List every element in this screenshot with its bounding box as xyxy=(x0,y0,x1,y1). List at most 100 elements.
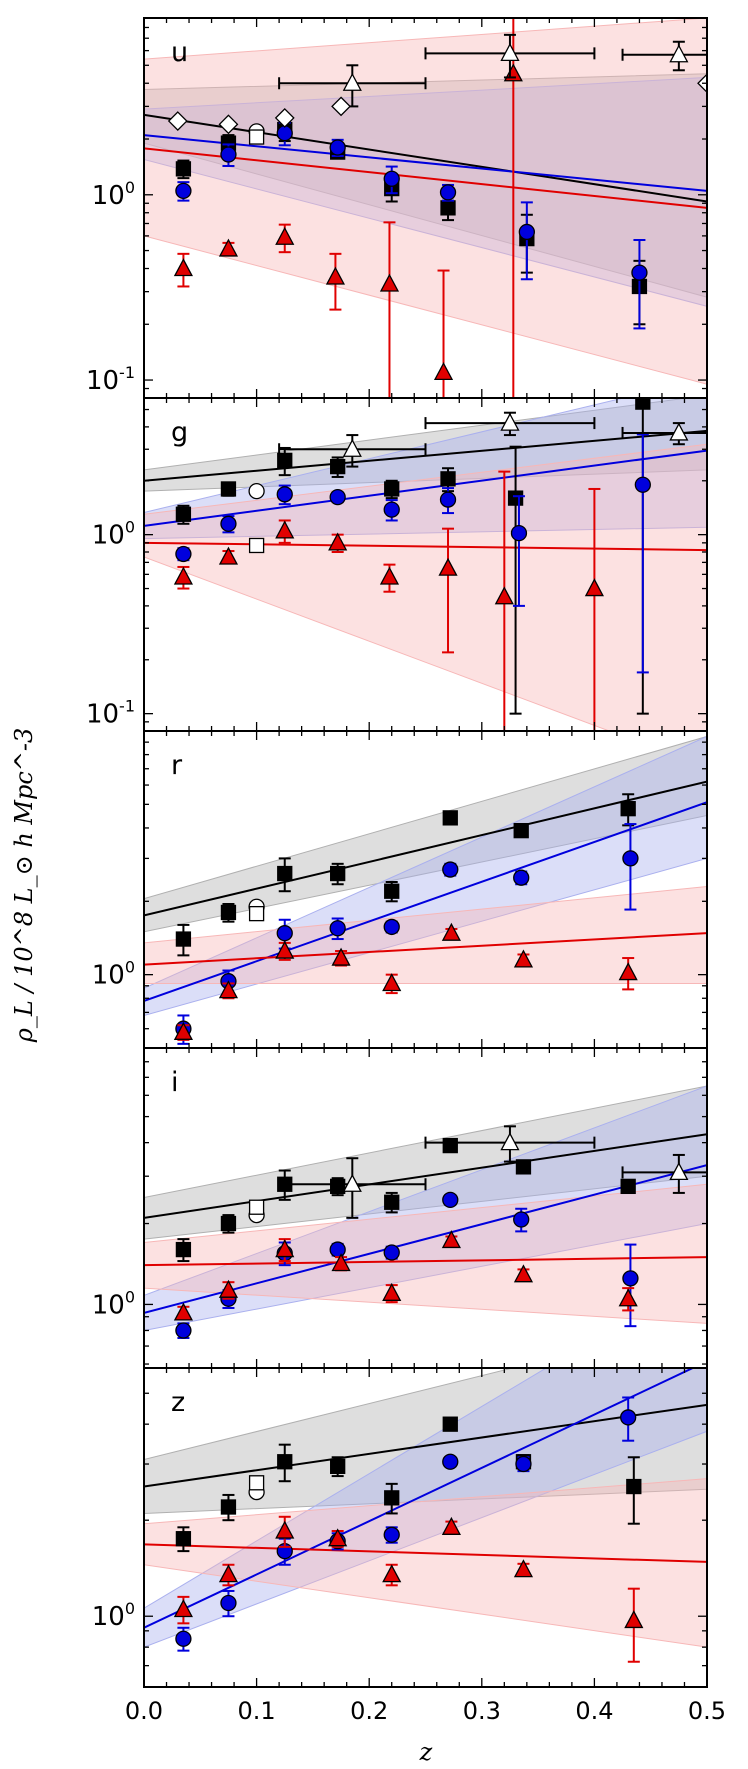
error-bar xyxy=(498,470,511,731)
circle-marker xyxy=(620,1409,637,1426)
square-marker xyxy=(635,398,651,410)
y-tick-label: 10-1 xyxy=(86,697,135,730)
x-tick-label: 0.1 xyxy=(238,1697,276,1725)
square-marker xyxy=(248,1199,265,1215)
panel-letter: i xyxy=(171,1067,179,1098)
plot-area-g xyxy=(144,398,707,731)
square-marker xyxy=(175,931,192,947)
error-bar xyxy=(624,823,637,911)
y-tick-label: 10-1 xyxy=(86,363,135,396)
svg-text:ρ_L / 10^8 L_⊙ h Mpc^-3: ρ_L / 10^8 L_⊙ h Mpc^-3 xyxy=(10,728,38,1044)
fit-line-red xyxy=(144,932,707,966)
triangle-marker xyxy=(669,44,689,63)
circle-marker xyxy=(634,476,651,493)
triangle-marker xyxy=(173,1021,193,1040)
circle-marker xyxy=(383,918,400,936)
triangle-marker xyxy=(218,1279,239,1298)
triangle-marker xyxy=(173,1302,193,1321)
triangle-marker xyxy=(618,962,638,981)
circle-marker xyxy=(383,1244,400,1261)
circle-marker xyxy=(329,139,346,156)
circle-marker xyxy=(631,264,648,281)
circle-marker xyxy=(439,184,457,201)
circle-marker xyxy=(329,920,346,937)
triangle-marker xyxy=(218,980,239,999)
triangle-marker xyxy=(218,238,239,257)
fit-line-blue xyxy=(144,1368,696,1629)
triangle-marker xyxy=(331,1253,351,1272)
circle-marker xyxy=(329,1241,346,1258)
square-marker xyxy=(442,1137,458,1154)
square-marker xyxy=(220,904,237,921)
triangle-marker xyxy=(328,1528,348,1547)
square-marker xyxy=(384,1194,400,1210)
square-marker xyxy=(330,865,346,882)
square-marker xyxy=(626,1478,642,1495)
y-tick-label: 100 xyxy=(92,178,135,211)
triangle-marker xyxy=(173,1599,193,1618)
circle-marker xyxy=(510,524,528,542)
panel-letter: r xyxy=(171,750,183,781)
square-marker xyxy=(175,1531,192,1547)
error-bar xyxy=(442,527,455,654)
square-marker xyxy=(330,1458,346,1475)
triangle-marker xyxy=(500,42,520,62)
triangle-marker xyxy=(328,532,348,551)
square-marker xyxy=(620,1178,636,1195)
circle-marker xyxy=(439,491,457,508)
triangle-marker xyxy=(218,1564,239,1583)
square-marker xyxy=(277,452,293,469)
fit-line-blue xyxy=(144,801,707,1002)
triangle-marker xyxy=(173,566,193,585)
square-marker xyxy=(220,1499,237,1515)
error-bar xyxy=(588,487,601,731)
diamond-marker xyxy=(331,96,351,117)
fit-line-black xyxy=(144,429,707,482)
triangle-marker xyxy=(342,438,362,457)
diamond-marker xyxy=(167,111,188,131)
panel-letter: g xyxy=(171,417,188,448)
plot-area-u xyxy=(144,18,707,398)
triangle-marker xyxy=(325,266,346,285)
square-marker xyxy=(277,1454,293,1470)
circle-marker xyxy=(513,869,530,886)
circle-marker xyxy=(622,1270,639,1287)
panel-g: 10-1 100 g xyxy=(86,397,708,732)
fit-line-black xyxy=(144,780,707,917)
x-tick-label: 0.4 xyxy=(575,1697,613,1725)
error-bar xyxy=(383,221,396,398)
triangle-marker xyxy=(382,973,402,992)
circle-marker xyxy=(518,223,535,241)
fit-line-blue xyxy=(144,1164,707,1314)
x-tick-label: 0.5 xyxy=(688,1697,726,1725)
fit-line-black xyxy=(144,1133,707,1219)
triangle-marker xyxy=(275,1520,295,1539)
svg-text:z: z xyxy=(419,1738,433,1766)
y-tick-label: 100 xyxy=(92,1599,135,1632)
fit-band-red xyxy=(144,1183,707,1324)
panel-u: 10-1 100 u xyxy=(86,17,708,399)
square-marker xyxy=(513,822,529,839)
fit-line-red xyxy=(144,1256,707,1267)
triangle-marker xyxy=(500,412,520,431)
triangle-marker xyxy=(331,947,351,966)
triangle-marker xyxy=(275,226,295,245)
circle-marker xyxy=(276,125,293,142)
square-marker xyxy=(442,1416,458,1432)
triangle-marker xyxy=(500,1132,520,1151)
square-marker xyxy=(220,1215,237,1232)
x-tick-label: 0.2 xyxy=(350,1697,388,1725)
circle-marker xyxy=(329,489,346,506)
circle-marker xyxy=(276,925,293,942)
circle-marker xyxy=(175,545,192,563)
square-marker xyxy=(277,865,293,882)
circle-marker xyxy=(515,1455,532,1473)
triangle-marker xyxy=(275,940,295,959)
square-marker xyxy=(330,458,346,475)
square-marker xyxy=(440,471,456,487)
triangle-marker xyxy=(441,1230,461,1249)
circle-marker xyxy=(220,515,237,532)
fit-line-blue xyxy=(144,134,707,192)
diamond-marker xyxy=(274,107,295,128)
